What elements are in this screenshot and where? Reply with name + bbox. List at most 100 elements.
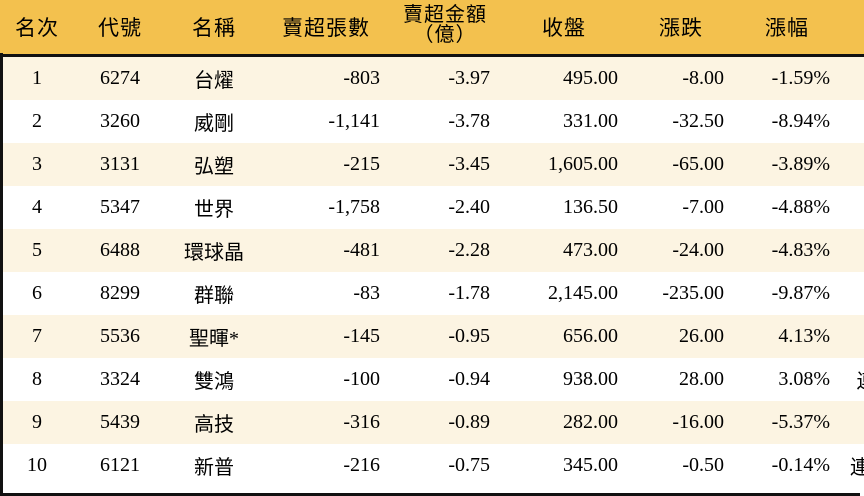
cell-rank: 2: [32, 110, 42, 132]
cell-lots: -803: [343, 67, 380, 89]
cell-percent: -4.83%: [771, 239, 830, 261]
cell-rank: 8: [32, 368, 42, 390]
table-body: 1 6274 台燿 -803 -3.97 495.00 -8.00 -1.59% 買 → 賣 2 3…: [0, 55, 864, 487]
cell-lots: -481: [343, 239, 380, 261]
cell-percent: 3.08%: [778, 368, 830, 390]
cell-change: -8.00: [682, 67, 724, 89]
cell-name: 雙鴻: [194, 371, 234, 393]
cell-name: 環球晶: [184, 242, 244, 264]
cell-rank: 7: [32, 325, 42, 347]
table-bottom-border: [0, 493, 860, 496]
cell-percent: -3.89%: [771, 153, 830, 175]
cell-lots: -316: [343, 411, 380, 433]
cell-change: -16.00: [672, 411, 724, 433]
cell-name: 群聯: [194, 285, 234, 307]
column-header-amount-line2: （億）: [413, 24, 477, 46]
column-header-rank: 名次: [0, 0, 74, 57]
cell-code: 3260: [100, 110, 140, 132]
cell-close: 1,605.00: [548, 153, 618, 175]
column-header-name: 名稱: [166, 0, 262, 57]
cell-close: 656.00: [563, 325, 618, 347]
column-header-amount: 賣超金額 （億）: [390, 0, 500, 57]
cell-days: 買 → 連 2 賣: [840, 272, 864, 315]
cell-code: 5536: [100, 325, 140, 347]
cell-code: 5439: [100, 411, 140, 433]
cell-amount: -1.78: [448, 282, 490, 304]
cell-lots: -215: [343, 153, 380, 175]
cell-name: 高技: [194, 414, 234, 436]
cell-change: -24.00: [672, 239, 724, 261]
cell-lots: -145: [343, 325, 380, 347]
cell-lots: -216: [343, 454, 380, 476]
cell-days: 連 4 買 → 賣: [840, 401, 864, 444]
cell-days: 買 → 賣: [840, 143, 864, 186]
table-row[interactable]: 7 5536 聖暉* -145 -0.95 656.00 26.00 4.13% 連 9 賣 →…: [0, 315, 864, 358]
table-row[interactable]: 5 6488 環球晶 -481 -2.28 473.00 -24.00 -4.83% 買 → 賣: [0, 229, 864, 272]
cell-amount: -0.89: [448, 411, 490, 433]
table-row[interactable]: 6 8299 群聯 -83 -1.78 2,145.00 -235.00 -9.87% 買 → …: [0, 272, 864, 315]
cell-percent: -4.88%: [771, 196, 830, 218]
cell-rank: 9: [32, 411, 42, 433]
cell-change: -235.00: [662, 282, 724, 304]
table-row[interactable]: 3 3131 弘塑 -215 -3.45 1,605.00 -65.00 -3.89% 買 → …: [0, 143, 864, 186]
cell-code: 8299: [100, 282, 140, 304]
cell-close: 282.00: [563, 411, 618, 433]
cell-percent: -8.94%: [771, 110, 830, 132]
cell-percent: -5.37%: [771, 411, 830, 433]
cell-days: 買 → 賣: [840, 229, 864, 272]
cell-percent: 4.13%: [778, 325, 830, 347]
table-row[interactable]: 1 6274 台燿 -803 -3.97 495.00 -8.00 -1.59% 買 → 賣: [0, 55, 864, 101]
cell-percent: -9.87%: [771, 282, 830, 304]
cell-code: 5347: [100, 196, 140, 218]
column-header-change: 漲跌: [628, 0, 734, 57]
cell-amount: -3.78: [448, 110, 490, 132]
cell-close: 331.00: [563, 110, 618, 132]
cell-amount: -2.40: [448, 196, 490, 218]
cell-rank: 10: [27, 454, 47, 476]
cell-lots: -1,141: [328, 110, 380, 132]
column-header-close: 收盤: [500, 0, 628, 57]
cell-amount: -0.94: [448, 368, 490, 390]
cell-name: 台燿: [194, 70, 234, 92]
cell-days: 連 3 買 → 連 2 賣: [840, 358, 864, 401]
cell-days: 買 → 賣: [840, 56, 864, 101]
cell-amount: -0.95: [448, 325, 490, 347]
cell-change: -65.00: [672, 153, 724, 175]
cell-change: 26.00: [679, 325, 724, 347]
cell-amount: -3.45: [448, 153, 490, 175]
cell-close: 2,145.00: [548, 282, 618, 304]
cell-rank: 4: [32, 196, 42, 218]
table-header: 名次 代號 名稱 賣超張數 賣超金額（億） 收盤 漲跌 漲幅 連賣天數: [0, 0, 864, 57]
table-row[interactable]: 9 5439 高技 -316 -0.89 282.00 -16.00 -5.37% 連 4 買 …: [0, 401, 864, 444]
cell-code: 6488: [100, 239, 140, 261]
table-row[interactable]: 2 3260 威剛 -1,141 -3.78 331.00 -32.50 -8.94% 買 → …: [0, 100, 864, 143]
cell-amount: -3.97: [448, 67, 490, 89]
cell-code: 3324: [100, 368, 140, 390]
cell-code: 6274: [100, 67, 140, 89]
cell-code: 6121: [100, 454, 140, 476]
cell-change: 28.00: [679, 368, 724, 390]
cell-change: -7.00: [682, 196, 724, 218]
table-row[interactable]: 8 3324 雙鴻 -100 -0.94 938.00 28.00 3.08% 連 3 買 → …: [0, 358, 864, 401]
cell-name: 弘塑: [194, 156, 234, 178]
cell-rank: 1: [32, 67, 42, 89]
cell-lots: -1,758: [328, 196, 380, 218]
cell-close: 345.00: [563, 454, 618, 476]
table-row[interactable]: 10 6121 新普 -216 -0.75 345.00 -0.50 -0.14% 連 2 買 …: [0, 444, 864, 487]
table-row[interactable]: 4 5347 世界 -1,758 -2.40 136.50 -7.00 -4.88% 買 → 連…: [0, 186, 864, 229]
cell-change: -32.50: [672, 110, 724, 132]
cell-days: 連 2 買 → 連 16 賣: [850, 457, 864, 479]
cell-amount: -0.75: [448, 454, 490, 476]
cell-name: 威剛: [194, 113, 234, 135]
column-header-percent: 漲幅: [734, 0, 840, 57]
cell-close: 473.00: [563, 239, 618, 261]
cell-percent: -0.14%: [771, 454, 830, 476]
cell-close: 938.00: [563, 368, 618, 390]
cell-days: 買 → 連 3 賣: [840, 186, 864, 229]
cell-code: 3131: [100, 153, 140, 175]
cell-rank: 3: [32, 153, 42, 175]
header-row: 名次 代號 名稱 賣超張數 賣超金額（億） 收盤 漲跌 漲幅 連賣天數: [0, 0, 864, 57]
cell-name: 新普: [194, 457, 234, 479]
